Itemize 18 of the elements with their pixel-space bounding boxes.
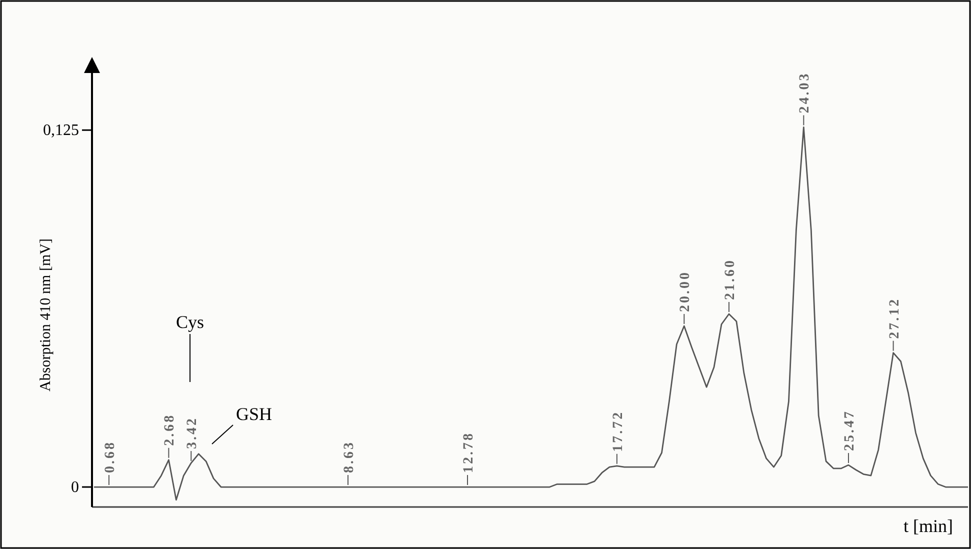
y-tick-label: 0,125 <box>43 122 79 140</box>
x-tick-label: 17.72 <box>610 410 626 452</box>
x-tick-label: 27.12 <box>887 297 902 339</box>
x-tick-label: 12.78 <box>462 432 477 474</box>
x-tick-label: 2.68 <box>162 413 178 446</box>
x-tick-label: 24.03 <box>798 72 813 114</box>
x-tick-label: 8.63 <box>342 440 357 474</box>
annotation: Cys <box>176 312 204 332</box>
x-tick-label: 21.60 <box>722 258 738 300</box>
x-tick-label: 25.47 <box>842 410 858 452</box>
y-tick-label: 0 <box>71 479 79 496</box>
x-tick-label: 3.42 <box>185 416 200 450</box>
x-tick-label: 0.68 <box>102 440 118 474</box>
annotation: GSH <box>236 404 272 424</box>
x-tick-label: 20.00 <box>678 270 694 312</box>
y-axis-title: Absorption 410 nm [mV] <box>38 238 54 392</box>
line-series <box>93 126 969 501</box>
x-axis-title: t [min] <box>904 516 953 536</box>
